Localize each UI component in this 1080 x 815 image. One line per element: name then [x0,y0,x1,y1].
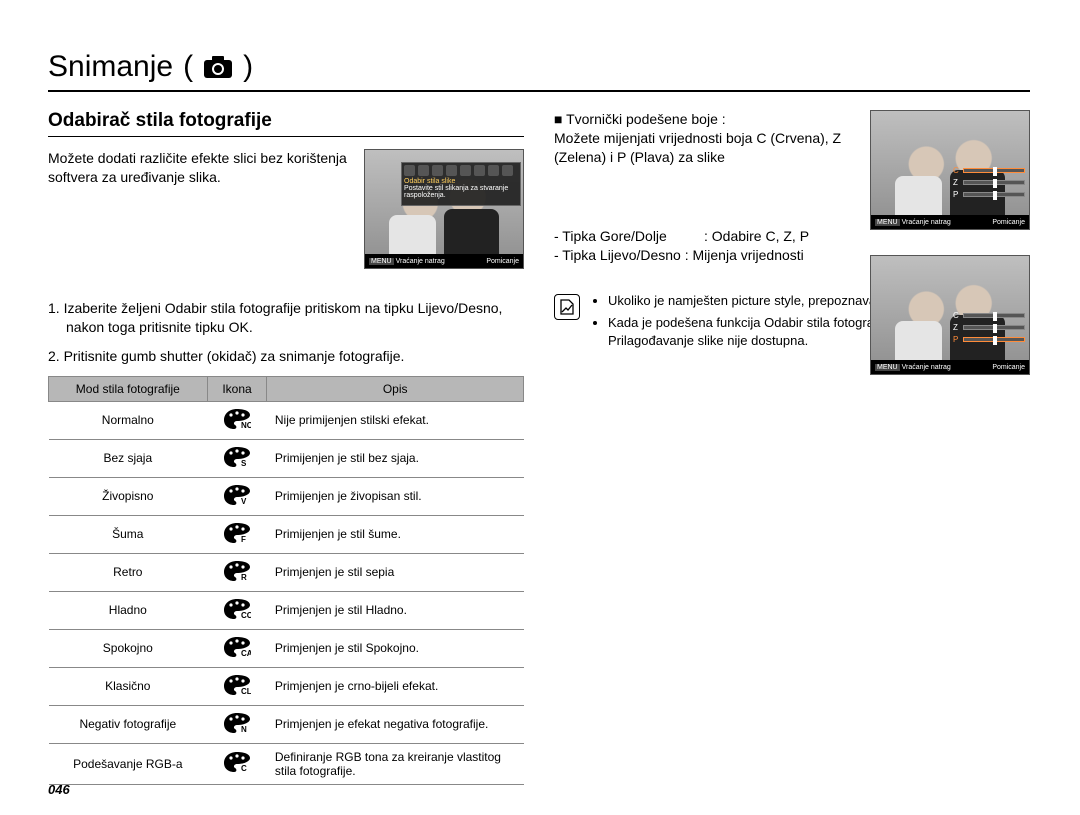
cell-mode: Bez sjaja [49,439,208,477]
th-mode: Mod stila fotografije [49,376,208,401]
svg-text:V: V [241,497,247,506]
cell-desc: Definiranje RGB tona za kreiranje vlasti… [267,743,524,784]
cell-mode: Spokojno [49,629,208,667]
step-1: 1. Izaberite željeni Odabir stila fotogr… [48,299,524,337]
cell-desc: Primijenjen je stil šume. [267,515,524,553]
cell-mode: Podešavanje RGB-a [49,743,208,784]
svg-text:CA: CA [241,649,251,658]
page-number: 046 [48,782,70,797]
slider-label-c: C [953,166,963,175]
menu-foot-right: Pomicanje [486,258,519,265]
table-row: Spokojno CA Primjenjen je stil Spokojno. [49,629,524,667]
svg-text:R: R [241,573,247,582]
cell-desc: Primjenjen je efekat negativa fotografij… [267,705,524,743]
screenshot-rgb-c: C Z P MENU Vraćanje natrag Pomicanje [870,110,1030,230]
screenshot-rgb-p: C Z P MENU Vraćanje natrag Pomicanje [870,255,1030,375]
cell-icon: NOR [207,401,267,439]
table-row: Živopisno V Primijenjen je živopisan stil. [49,477,524,515]
table-row: Hladno CO Primjenjen je stil Hladno. [49,591,524,629]
cell-desc: Primjenjen je stil Hladno. [267,591,524,629]
svg-text:C: C [241,764,247,773]
svg-text:F: F [241,535,246,544]
step-2: 2. Pritisnite gumb shutter (okidač) za s… [48,347,524,366]
table-row: Podešavanje RGB-a C Definiranje RGB tona z… [49,743,524,784]
intro-text: Možete dodati različite efekte slici bez… [48,149,348,187]
cell-icon: S [207,439,267,477]
cell-icon: CO [207,591,267,629]
slider-label-p: P [953,190,963,199]
cell-desc: Primjenjen je stil Spokojno. [267,629,524,667]
th-desc: Opis [267,376,524,401]
svg-text:CL: CL [241,687,251,696]
cell-mode: Klasično [49,667,208,705]
preset-colors-title: Tvornički podešene boje : [554,110,854,129]
cell-icon: CL [207,667,267,705]
cell-desc: Primjenjen je stil sepia [267,553,524,591]
page-title: Snimanje ( ) [48,50,1030,92]
cell-mode: Živopisno [49,477,208,515]
cell-icon: V [207,477,267,515]
cell-mode: Šuma [49,515,208,553]
cell-icon: R [207,553,267,591]
preset-colors-body: Možete mijenjati vrijednosti boja C (Crv… [554,129,854,167]
cell-icon: CA [207,629,267,667]
cell-desc: Primjenjen je crno-bijeli efekat. [267,667,524,705]
table-row: Negativ fotografije N Primjenjen je efekat… [49,705,524,743]
table-row: Normalno NOR Nije primijenjen stilski efek… [49,401,524,439]
page-title-paren: ( [183,50,193,84]
cell-desc: Primijenjen je živopisan stil. [267,477,524,515]
svg-text:CO: CO [241,611,251,620]
camera-icon [203,55,233,79]
slider-label-z: Z [953,178,963,187]
cell-icon: N [207,705,267,743]
cell-desc: Primijenjen je stil bez sjaja. [267,439,524,477]
cell-mode: Hladno [49,591,208,629]
table-row: Šuma F Primijenjen je stil šume. [49,515,524,553]
table-row: Retro R Primjenjen je stil sepia [49,553,524,591]
subheading: Odabirač stila fotografije [48,110,524,137]
page-title-paren-close: ) [243,50,253,84]
cell-mode: Negativ fotografije [49,705,208,743]
cell-mode: Normalno [49,401,208,439]
cell-icon: F [207,515,267,553]
table-row: Bez sjaja S Primijenjen je stil bez sjaja. [49,439,524,477]
svg-text:NOR: NOR [241,421,251,430]
style-table: Mod stila fotografije Ikona Opis Normaln… [48,376,524,785]
svg-text:N: N [241,725,247,734]
svg-text:S: S [241,459,247,468]
page-title-text: Snimanje [48,50,173,84]
menu-sub: Postavite stil slikanja za stvaranje ras… [404,185,518,199]
menu-title: Odabir stila slike [404,178,518,185]
table-row: Klasično CL Primjenjen je crno-bijeli efek… [49,667,524,705]
note-icon [554,294,580,320]
screenshot-style-menu: Odabir stila slike Postavite stil slikan… [364,149,524,269]
cell-icon: C [207,743,267,784]
th-icon: Ikona [207,376,267,401]
cell-desc: Nije primijenjen stilski efekat. [267,401,524,439]
cell-mode: Retro [49,553,208,591]
menu-foot-left: MENU Vraćanje natrag [369,258,445,265]
